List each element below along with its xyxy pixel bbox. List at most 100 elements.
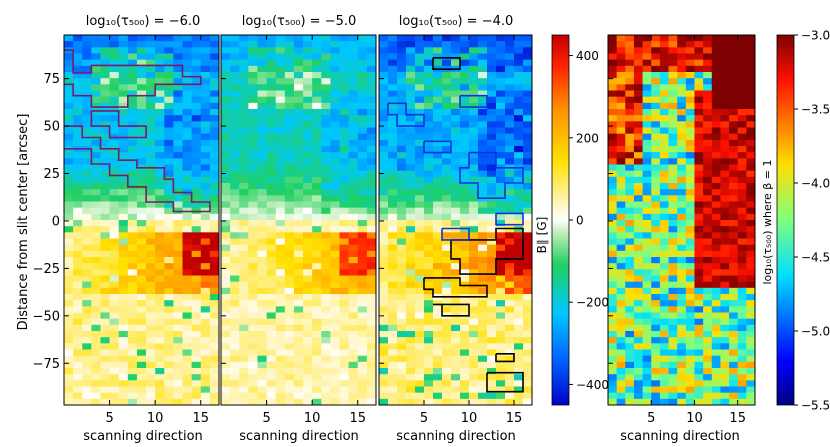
heatmap-cell — [266, 349, 277, 357]
heatmap-cell — [729, 170, 739, 178]
heatmap-cell — [694, 201, 704, 209]
heatmap-cell — [118, 127, 129, 135]
heatmap-cell — [478, 121, 488, 128]
heatmap-cell — [239, 300, 249, 307]
heatmap-cell — [651, 139, 661, 147]
heatmap-cell — [221, 238, 231, 246]
heatmap-cell — [523, 244, 533, 252]
heatmap-cell — [275, 220, 286, 227]
heatmap-cell — [523, 263, 533, 270]
heatmap-cell — [357, 152, 368, 159]
heatmap-cell — [379, 47, 389, 54]
heatmap-cell — [257, 47, 267, 54]
heatmap-cell — [677, 244, 687, 252]
heatmap-cell — [321, 213, 331, 221]
heatmap-cell — [642, 263, 652, 270]
heatmap-cell — [694, 65, 704, 73]
heatmap-cell — [677, 281, 687, 289]
heatmap-cell — [248, 65, 258, 73]
heatmap-cell — [694, 195, 704, 202]
heatmap-cell — [487, 392, 497, 400]
heatmap-cell — [155, 59, 165, 67]
heatmap-cell — [729, 213, 739, 221]
heatmap-cell — [505, 158, 515, 165]
heatmap-cell — [442, 287, 452, 295]
heatmap-cell — [694, 324, 704, 332]
heatmap-cell — [505, 380, 515, 387]
heatmap-cell — [91, 398, 101, 406]
heatmap-cell — [451, 318, 461, 326]
heatmap-cell — [523, 53, 533, 61]
heatmap-cell — [284, 374, 295, 381]
heatmap-cell — [366, 263, 377, 270]
heatmap-cell — [388, 35, 398, 42]
heatmap-cell — [729, 164, 739, 172]
heatmap-cell — [239, 78, 249, 85]
heatmap-cell — [357, 386, 368, 394]
heatmap-cell — [424, 189, 434, 196]
heatmap-cell — [82, 380, 92, 387]
heatmap-cell — [164, 170, 174, 178]
heatmap-cell — [424, 72, 434, 79]
heatmap-cell — [146, 213, 156, 221]
heatmap-cell — [191, 146, 202, 153]
heatmap-cell — [321, 53, 331, 61]
heatmap-cell — [321, 35, 331, 42]
heatmap-cell — [642, 226, 652, 233]
heatmap-cell — [616, 207, 626, 215]
heatmap-cell — [633, 312, 643, 320]
heatmap-cell — [651, 287, 661, 295]
heatmap-cell — [433, 109, 443, 116]
heatmap-cell — [330, 164, 340, 172]
heatmap-cell — [275, 213, 286, 221]
heatmap-cell — [442, 201, 452, 209]
heatmap-cell — [668, 65, 678, 73]
heatmap-cell — [266, 176, 277, 184]
heatmap-cell — [339, 195, 350, 202]
heatmap-cell — [703, 312, 713, 320]
heatmap-cell — [146, 35, 156, 42]
heatmap-cell — [109, 53, 120, 61]
heatmap-cell — [200, 300, 211, 307]
heatmap-cell — [469, 324, 479, 332]
heatmap-cell — [284, 226, 295, 233]
heatmap-cell — [155, 331, 165, 338]
heatmap-cell — [136, 158, 147, 165]
heatmap-cell — [230, 226, 240, 233]
heatmap-cell — [677, 220, 687, 227]
heatmap-cell — [424, 41, 434, 48]
heatmap-cell — [266, 139, 277, 147]
heatmap-cell — [478, 65, 488, 73]
heatmap-cell — [616, 392, 626, 400]
heatmap-cell — [608, 331, 618, 338]
heatmap-cell — [397, 170, 407, 178]
heatmap-cell — [209, 238, 220, 246]
heatmap-cell — [330, 220, 340, 227]
heatmap-cell — [209, 244, 220, 252]
heatmap-cell — [711, 35, 721, 42]
heatmap-cell — [136, 275, 147, 283]
heatmap-cell — [239, 392, 249, 400]
heatmap-cell — [487, 343, 497, 350]
heatmap-cell — [505, 146, 515, 153]
heatmap-cell — [366, 386, 377, 394]
heatmap-cell — [659, 115, 669, 122]
heatmap-cell — [469, 158, 479, 165]
heatmap-cell — [523, 331, 533, 338]
heatmap-cell — [608, 244, 618, 252]
heatmap-cell — [164, 90, 174, 98]
heatmap-cell — [685, 380, 695, 387]
heatmap-cell — [330, 392, 340, 400]
heatmap-cell — [388, 72, 398, 79]
heatmap-cell — [64, 84, 74, 91]
heatmap-cell — [397, 133, 407, 141]
heatmap-cell — [155, 368, 165, 375]
heatmap-cell — [239, 232, 249, 239]
heatmap-cell — [82, 152, 92, 159]
heatmap-cell — [164, 59, 174, 67]
heatmap-cell — [659, 232, 669, 239]
heatmap-cell — [469, 213, 479, 221]
heatmap-cell — [173, 164, 183, 172]
heatmap-cell — [720, 189, 730, 196]
heatmap-cell — [357, 109, 368, 116]
